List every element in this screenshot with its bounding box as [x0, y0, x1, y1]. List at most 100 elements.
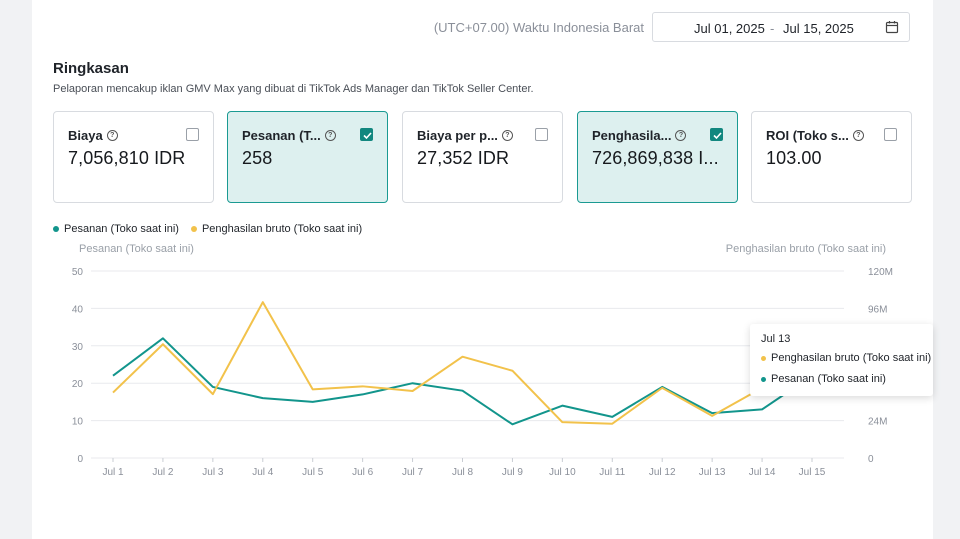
metric-card-roi[interactable]: ROI (Toko s...? 103.00	[751, 111, 912, 203]
data-point	[611, 422, 614, 425]
x-tick-label: Jul 6	[352, 467, 374, 478]
data-point	[211, 385, 214, 388]
x-tick-label: Jul 13	[699, 467, 726, 478]
legend-item-pesanan[interactable]: Pesanan (Toko saat ini)	[53, 223, 179, 235]
tooltip-dot	[761, 376, 766, 382]
legend-dot	[190, 226, 197, 232]
legend-label: Pesanan (Toko saat ini)	[64, 223, 179, 235]
tooltip-label: Penghasilan bruto (Toko saat ini)	[771, 352, 932, 364]
line-chart[interactable]: Pesanan (Toko saat ini) Penghasilan bruto…	[32, 0, 933, 539]
metric-label: Biaya per p...	[417, 128, 498, 143]
data-point	[211, 393, 214, 396]
x-tick-label: Jul 9	[502, 467, 524, 478]
data-point	[411, 382, 414, 385]
data-point	[661, 386, 664, 389]
help-icon[interactable]: ?	[501, 130, 513, 141]
date-start: Jul 01, 2025	[694, 21, 765, 36]
metric-card-biaya[interactable]: Biaya? 7,056,810 IDR	[53, 111, 214, 203]
tooltip-row: Penghasilan bruto (Toko saat ini)	[761, 352, 931, 364]
metric-label: Penghasila...	[592, 128, 672, 143]
y-tick-label-right: 24M	[868, 417, 887, 428]
metric-checkbox[interactable]	[710, 128, 723, 141]
calendar-icon[interactable]	[885, 20, 899, 34]
tooltip-dot	[761, 355, 766, 361]
metric-value: 27,352 IDR	[417, 148, 510, 168]
x-tick-label: Jul 12	[649, 467, 676, 478]
series-line	[112, 337, 813, 426]
legend-label: Penghasilan bruto (Toko saat ini)	[201, 223, 363, 235]
y-axis-title-right: Penghasilan bruto (Toko saat ini)	[726, 243, 886, 255]
data-point	[361, 393, 364, 396]
data-point	[161, 337, 164, 340]
y-tick-label-left: 50	[72, 267, 84, 278]
check-icon	[363, 132, 372, 140]
metric-label: Pesanan (T...	[242, 128, 321, 143]
data-point	[112, 374, 115, 377]
data-point	[511, 369, 514, 372]
section-subtitle: Pelaporan mencakup iklan GMV Max yang di…	[53, 83, 534, 95]
help-icon[interactable]: ?	[106, 130, 118, 141]
data-point	[261, 301, 264, 304]
timezone-label: (UTC+07.00) Waktu Indonesia Barat	[433, 20, 644, 35]
metric-value: 103.00	[766, 148, 822, 168]
x-tick-label: Jul 1	[102, 467, 124, 478]
legend-dot	[53, 226, 59, 232]
metric-checkbox[interactable]	[186, 128, 199, 141]
x-tick-label: Jul 15	[799, 467, 826, 478]
x-tick-label: Jul 7	[402, 467, 424, 478]
metric-label: ROI (Toko s...	[766, 128, 849, 143]
data-point	[711, 414, 714, 417]
metric-label: Biaya	[68, 128, 103, 143]
help-icon[interactable]: ?	[324, 130, 336, 141]
metric-card-biaya-per-pesanan[interactable]: Biaya per p...? 27,352 IDR	[402, 111, 563, 203]
legend-item-penghasilan[interactable]: Penghasilan bruto (Toko saat ini)	[190, 223, 363, 235]
data-point	[261, 397, 264, 400]
help-icon[interactable]: ?	[852, 130, 864, 141]
x-tick-label: Jul 2	[152, 467, 174, 478]
data-point	[461, 355, 464, 358]
data-point	[561, 421, 564, 424]
tooltip-label: Pesanan (Toko saat ini)	[771, 373, 886, 385]
y-tick-label-right: 96M	[868, 304, 887, 315]
date-range-picker[interactable]: Jul 01, 2025 - Jul 15, 2025	[652, 12, 910, 42]
y-tick-label-right: 120M	[868, 267, 893, 278]
metric-checkbox[interactable]	[884, 128, 897, 141]
data-point	[361, 385, 364, 388]
x-tick-label: Jul 5	[302, 467, 324, 478]
metric-value: 7,056,810 IDR	[68, 148, 186, 168]
summary-panel: (UTC+07.00) Waktu Indonesia Barat Jul 01…	[32, 0, 933, 539]
data-point	[311, 388, 314, 391]
y-tick-label-left: 10	[72, 417, 84, 428]
y-tick-label-left: 30	[72, 342, 84, 353]
metric-checkbox[interactable]	[360, 128, 373, 141]
data-point	[561, 404, 564, 407]
check-icon	[713, 132, 722, 140]
y-tick-label-right: 0	[868, 454, 874, 465]
y-tick-label-left: 20	[72, 379, 84, 390]
x-tick-label: Jul 4	[252, 467, 274, 478]
help-icon[interactable]: ?	[675, 130, 687, 141]
tooltip-title: Jul 13	[761, 333, 791, 345]
data-point	[161, 343, 164, 346]
metric-value: 726,869,838 I...	[592, 148, 719, 168]
metric-card-pesanan[interactable]: Pesanan (T...? 258	[227, 111, 388, 203]
metric-checkbox[interactable]	[535, 128, 548, 141]
metric-value: 258	[242, 148, 273, 168]
metric-card-penghasilan[interactable]: Penghasila...? 726,869,838 I...	[577, 111, 738, 203]
date-end: Jul 15, 2025	[783, 21, 854, 36]
y-tick-label-left: 40	[72, 304, 84, 315]
series-line	[112, 301, 813, 425]
data-point	[112, 391, 115, 394]
data-point	[461, 389, 464, 392]
data-point	[511, 423, 514, 426]
data-point	[611, 415, 614, 418]
x-tick-label: Jul 11	[599, 467, 625, 478]
data-point	[311, 400, 314, 403]
chart-tooltip: Jul 13 Penghasilan bruto (Toko saat ini)…	[750, 324, 933, 396]
section-title: Ringkasan	[53, 60, 129, 77]
date-separator: -	[770, 21, 775, 36]
y-axis-title-left: Pesanan (Toko saat ini)	[79, 243, 194, 255]
x-tick-label: Jul 3	[202, 467, 224, 478]
chart-legend: Pesanan (Toko saat ini) Penghasilan brut…	[53, 223, 362, 235]
tooltip-row: Pesanan (Toko saat ini)	[761, 373, 886, 385]
